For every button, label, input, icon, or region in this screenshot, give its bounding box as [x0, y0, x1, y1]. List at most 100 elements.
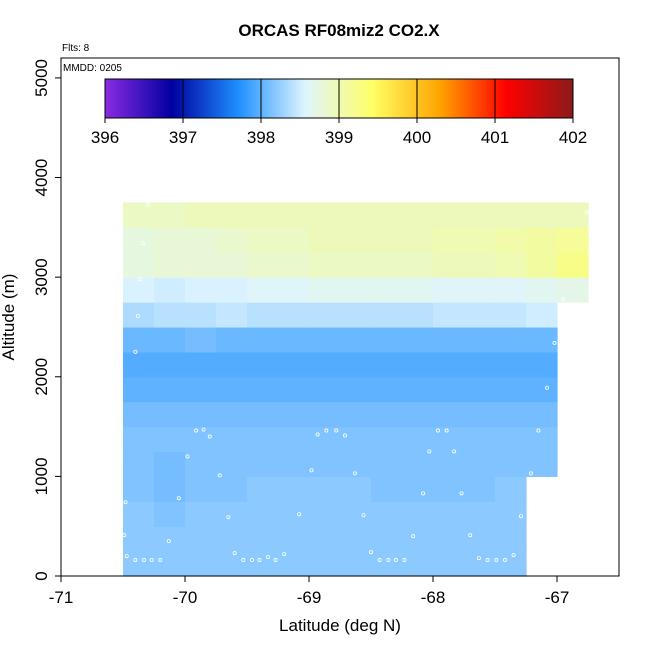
heatmap-cell [526, 426, 558, 453]
heatmap-cell [123, 277, 155, 303]
heatmap-cell [495, 227, 527, 253]
y-tick-label: 1000 [32, 457, 51, 495]
flight-track-points [122, 202, 589, 563]
heatmap-cell [216, 526, 248, 552]
heatmap-cell [557, 202, 589, 228]
track-point [185, 454, 190, 459]
heatmap-cell [433, 227, 496, 253]
heatmap-cell [247, 426, 310, 453]
track-point [241, 558, 246, 563]
heatmap-cell [154, 426, 186, 453]
heatmap-cell [433, 501, 496, 527]
track-point [122, 533, 127, 538]
track-point [435, 428, 440, 433]
heatmap-cell [371, 551, 434, 577]
heatmap-cell [247, 351, 310, 378]
heatmap-cell [495, 351, 527, 378]
heatmap-cell [216, 451, 248, 477]
track-point [124, 554, 129, 559]
heatmap-cell [185, 252, 217, 278]
track-point [377, 558, 382, 563]
heatmap-cell [154, 476, 186, 502]
heatmap-cell [216, 551, 248, 577]
track-point [217, 473, 222, 478]
track-point [135, 313, 140, 318]
heatmap-cell [371, 252, 434, 278]
heatmap-cell [309, 202, 372, 228]
heatmap-cell [123, 351, 155, 378]
y-tick-label: 5000 [32, 59, 51, 97]
y-tick-label: 3000 [32, 258, 51, 296]
heatmap-cell [371, 351, 434, 378]
heatmap-cell [123, 376, 155, 403]
x-tick-label: -71 [49, 588, 74, 607]
heatmap-cell [371, 376, 434, 403]
heatmap-cell [216, 351, 248, 378]
heatmap-cell [309, 551, 372, 577]
heatmap-cell [154, 277, 186, 303]
heatmap-cell [371, 401, 434, 428]
heatmap-cell [247, 376, 310, 403]
track-point [476, 556, 481, 561]
heatmap-cell [495, 252, 527, 278]
track-point [273, 558, 278, 563]
heatmap-cell [433, 451, 496, 477]
heatmap-cell [371, 476, 434, 502]
heatmap-cell [309, 401, 372, 428]
heatmap-cell [247, 401, 310, 428]
heatmap-cell [216, 476, 248, 502]
track-point [494, 558, 499, 563]
track-point [149, 558, 154, 563]
colorbar-tick-label: 402 [559, 128, 587, 147]
track-point [386, 558, 391, 563]
x-tick-label: -69 [297, 588, 322, 607]
track-point [552, 340, 557, 345]
track-point [536, 428, 541, 433]
heatmap-cell [309, 351, 372, 378]
heatmap-cell [526, 252, 558, 278]
track-point [133, 349, 138, 354]
track-point [468, 533, 473, 538]
heatmap-cell [185, 227, 217, 253]
heatmap-cell [185, 326, 217, 353]
heatmap-cell [247, 526, 310, 552]
colorbar-tick-label: 396 [91, 128, 119, 147]
heatmap-cell [154, 227, 186, 253]
heatmap-cell [123, 227, 155, 253]
heatmap-cell [526, 326, 558, 353]
heatmap-cell [247, 227, 310, 253]
heatmap-cell [185, 426, 217, 453]
track-point [427, 449, 432, 454]
track-point [145, 202, 150, 207]
track-point [402, 558, 407, 563]
heatmap-cell [247, 326, 310, 353]
date-annotation: MMDD: 0205 [63, 63, 122, 74]
heatmap-cell [216, 252, 248, 278]
track-point [485, 558, 490, 563]
heatmap-cell [216, 501, 248, 527]
heatmap-cell [185, 202, 217, 228]
heatmap-cell [433, 302, 496, 328]
heatmap-cell [371, 501, 434, 527]
heatmap-cell [557, 252, 589, 278]
track-point [142, 558, 147, 563]
heatmap-cell [185, 401, 217, 428]
heatmap-cell [216, 426, 248, 453]
x-axis-label: Latitude (deg N) [279, 616, 401, 635]
heatmap-cells [123, 202, 589, 577]
heatmap-cell [433, 376, 496, 403]
colorbar: 396 397 398 399 400 401 402 [91, 78, 587, 147]
heatmap-cell [154, 451, 186, 477]
track-point [393, 558, 398, 563]
heatmap-cell [154, 302, 186, 328]
heatmap-cell [557, 227, 589, 253]
y-tick-label: 0 [32, 571, 51, 580]
heatmap-cell [154, 551, 186, 577]
heatmap-cell [526, 351, 558, 378]
heatmap-cell [371, 277, 434, 303]
heatmap-cell [185, 551, 217, 577]
heatmap-cell [154, 526, 186, 552]
heatmap-cell [433, 202, 496, 228]
heatmap-cell [247, 252, 310, 278]
